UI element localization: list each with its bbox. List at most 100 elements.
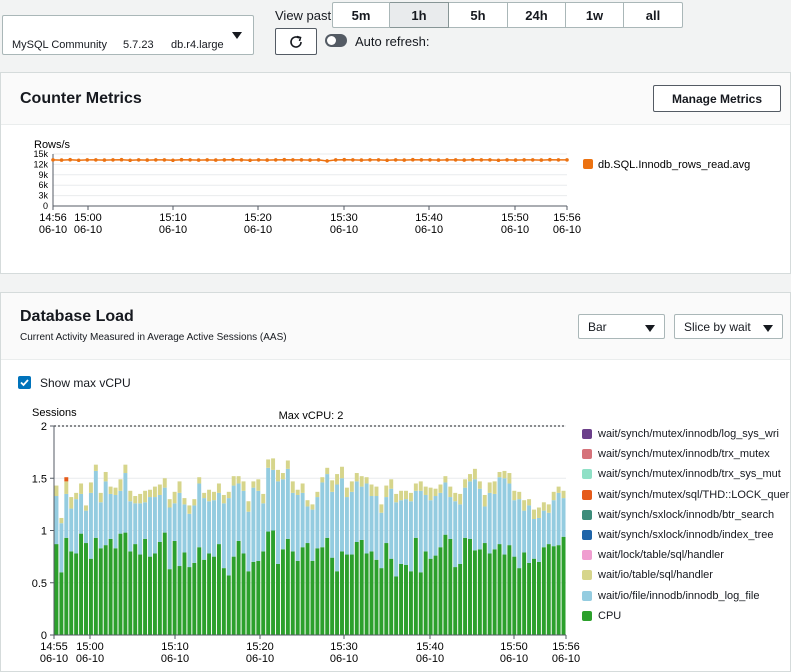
load-bar-segment [364,553,369,635]
load-bar-segment [369,551,374,635]
legend-label: wait/synch/mutex/innodb/log_sys_wri [598,428,779,440]
legend-swatch [582,429,592,439]
load-legend-item[interactable]: wait/lock/table/sql/handler [582,549,724,561]
load-bar-segment [202,492,207,499]
load-bar-segment [59,517,64,524]
counter-point [368,158,372,162]
load-bar-segment [408,492,413,502]
load-bar-segment [226,575,231,635]
load-bar-segment [349,554,354,635]
load-bar-segment [561,536,566,635]
load-bar-segment [261,493,266,504]
load-bar-segment [384,497,389,544]
range-button-5h[interactable]: 5h [449,2,508,28]
counter-y-tick: 3k [38,191,48,201]
counter-point [445,158,449,162]
counter-metrics-panel: Counter Metrics Manage Metrics [0,72,791,274]
load-bar-segment [118,490,123,534]
manage-metrics-button[interactable]: Manage Metrics [653,85,781,112]
load-bar-segment [487,482,492,493]
database-load-header: Database Load Current Activity Measured … [1,293,790,360]
range-button-24h[interactable]: 24h [508,2,566,28]
load-legend-item[interactable]: wait/io/file/innodb/innodb_log_file [582,590,759,602]
load-bar-segment [532,509,536,520]
auto-refresh-label: Auto refresh: [355,34,430,49]
load-legend-item[interactable]: wait/synch/mutex/innodb/trx_sys_mut [582,468,781,480]
counter-point [530,158,535,162]
load-bar-segment [561,490,566,499]
load-bar-segment [79,493,84,534]
load-bar-segment [384,485,389,498]
load-bar-segment [54,544,59,635]
load-legend-item[interactable]: CPU [582,610,621,622]
range-button-5m[interactable]: 5m [332,2,390,28]
legend-label: wait/synch/mutex/sql/THD::LOCK_quer [598,488,790,501]
load-legend-item[interactable]: wait/synch/sxlock/innodb/index_tree [582,529,773,541]
load-bar-segment [423,486,428,495]
counter-point [282,157,287,162]
counter-x-tick: 15:10 [159,212,187,224]
load-x-tick: 15:30 [330,641,358,653]
load-bar-segment [192,499,197,506]
load-bar-segment [556,486,561,493]
load-bar-segment [74,499,79,554]
counter-point [470,157,475,162]
load-bar-segment [443,534,448,635]
range-button-1w[interactable]: 1w [566,2,624,28]
load-bar-segment [472,479,477,551]
auto-refresh-toggle[interactable] [325,34,347,47]
load-bar-segment [340,478,344,552]
show-max-vcpu-checkbox[interactable] [18,376,31,389]
legend-label: wait/synch/mutex/innodb/trx_sys_mut [598,468,781,481]
load-bar-segment [546,512,551,545]
load-bar-segment [527,562,532,635]
load-bar-segment [280,479,285,550]
load-bar-segment [359,486,364,540]
load-bar-segment [54,485,59,497]
load-bar-segment [310,560,315,635]
counter-point [333,158,338,162]
counter-x-tick-date: 06-10 [330,224,358,236]
load-x-tick-date: 06-10 [330,653,358,663]
counter-point [51,158,55,162]
load-bar-segment [69,508,74,552]
slice-by-select[interactable]: Slice by wait [674,314,783,339]
load-bar-segment [354,473,359,482]
load-bar-segment [271,458,276,470]
counter-point [308,158,312,162]
counter-metrics-title: Counter Metrics [20,90,142,107]
load-bar-segment [221,568,226,635]
load-bar-segment [93,470,98,538]
load-bar-segment [468,538,472,635]
counter-y-tick: 0 [43,201,48,211]
load-legend-item[interactable]: wait/synch/mutex/innodb/log_sys_wri [582,428,779,440]
load-bar-segment [492,549,497,635]
load-bar-segment [310,504,315,510]
load-legend-item[interactable]: wait/synch/mutex/sql/THD::LOCK_quer [582,489,789,501]
range-button-all[interactable]: all [624,2,683,28]
counter-x-tick-date: 06-10 [39,224,67,236]
legend-swatch [582,469,592,480]
load-bar-segment [172,503,177,541]
load-bar-segment [241,553,246,635]
load-legend-item[interactable]: wait/synch/sxlock/innodb/btr_search [582,509,774,521]
instance-select[interactable]: MySQL Community 5.7.23 db.r4.large [2,15,254,55]
load-bar-segment [458,563,463,635]
refresh-button[interactable] [275,28,317,55]
load-x-tick-date: 06-10 [552,653,580,663]
load-y-axis-label: Sessions [32,407,77,419]
load-bar-segment [325,467,330,475]
counter-point [462,158,467,162]
load-bar-segment [212,500,216,557]
counter-point [496,158,501,163]
load-bar-segment [202,498,207,560]
load-legend-item[interactable]: wait/synch/mutex/innodb/trx_mutex [582,448,770,460]
load-bar-segment [88,558,93,635]
load-legend-item[interactable]: wait/io/table/sql/handler [582,569,713,581]
counter-point [162,158,167,162]
range-button-1h[interactable]: 1h [390,2,449,28]
load-bar-segment [404,564,408,635]
load-bar-segment [468,474,472,482]
legend-swatch [582,449,592,460]
chart-type-select[interactable]: Bar [578,314,665,339]
